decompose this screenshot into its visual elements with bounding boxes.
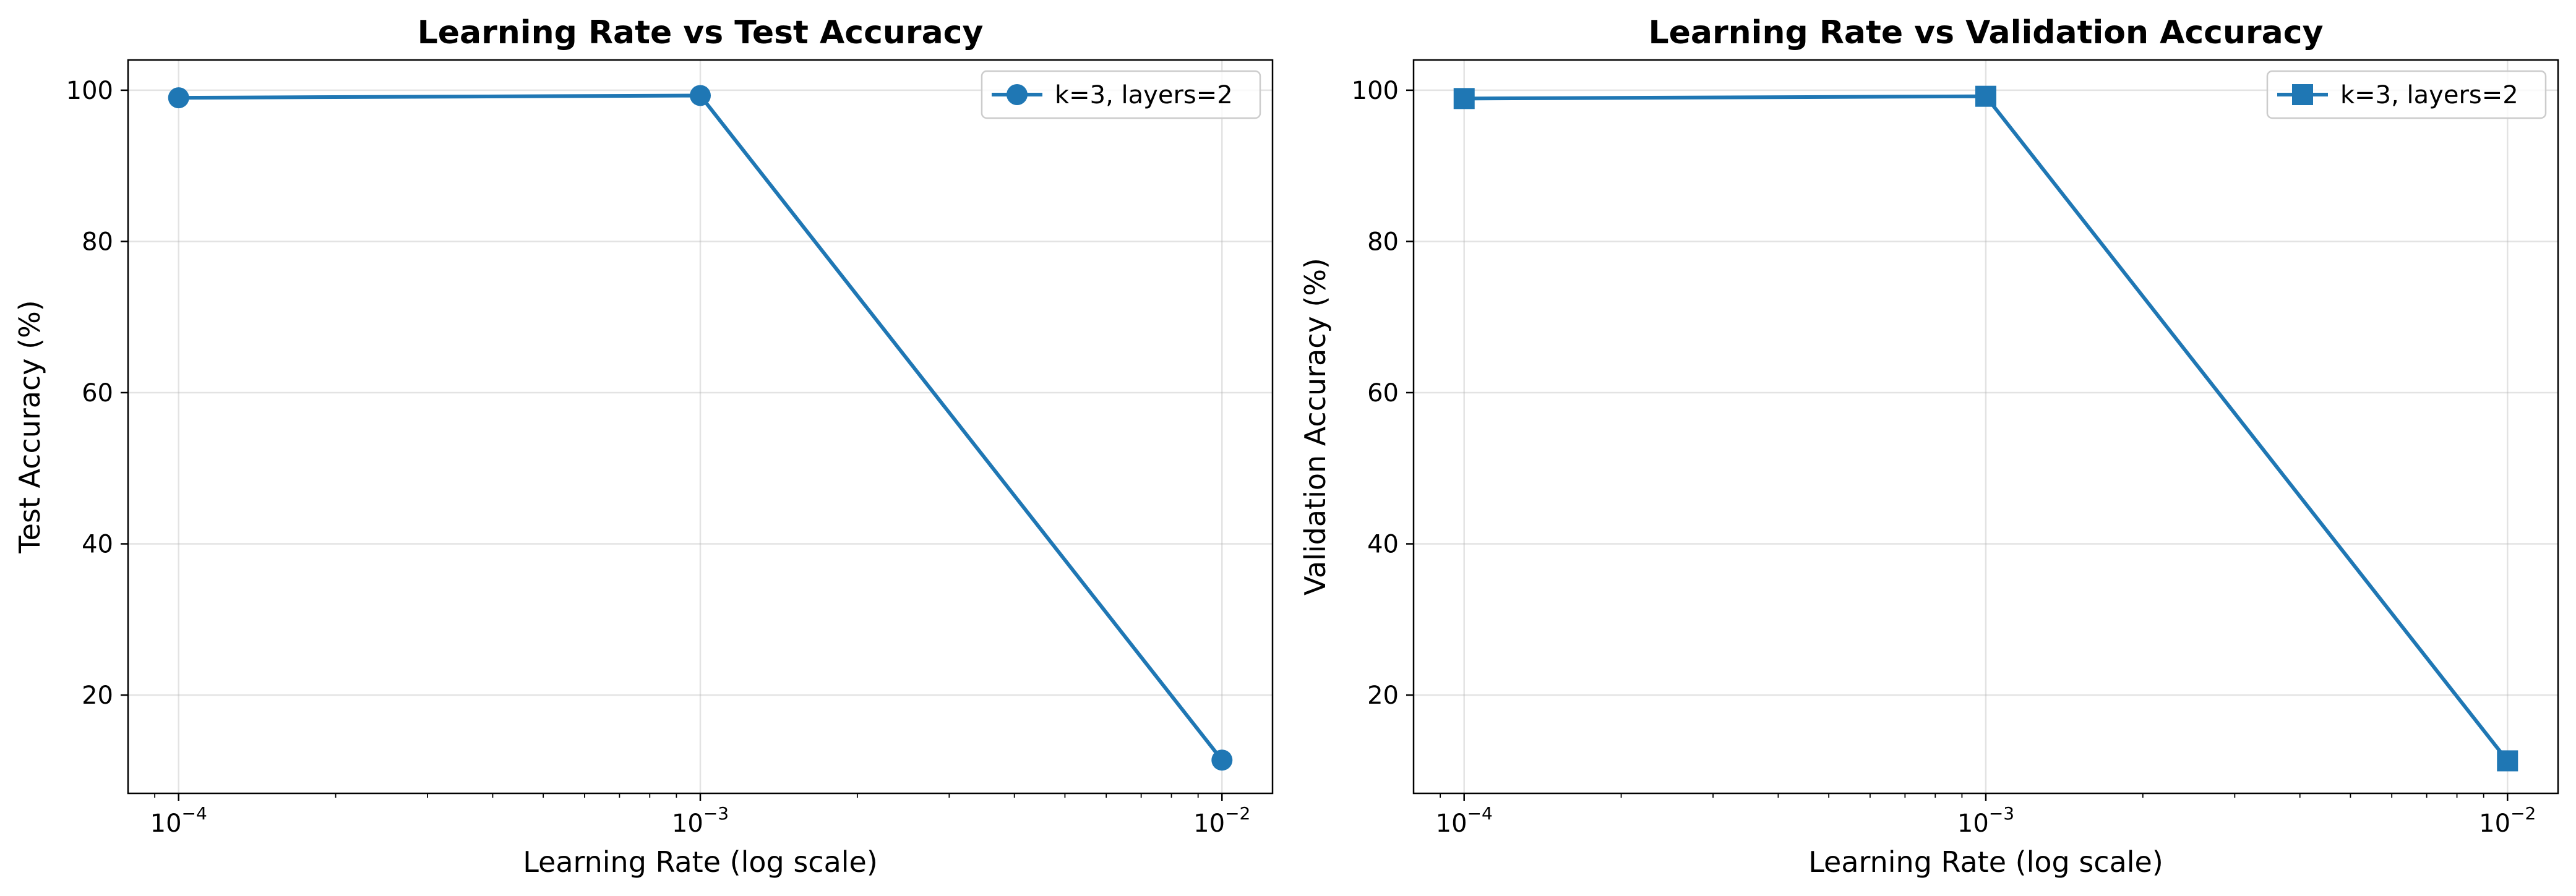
y-tick-label: 100: [66, 77, 113, 105]
data-point: [690, 85, 711, 106]
y-tick-label: 80: [1367, 228, 1399, 256]
x-axis-label: Learning Rate (log scale): [523, 845, 878, 879]
x-tick-label: 10−4: [150, 803, 207, 838]
y-axis-label: Validation Accuracy (%): [1299, 258, 1332, 595]
major-ticks: [1406, 89, 2509, 801]
y-tick-label: 20: [1367, 681, 1399, 710]
x-axis-label: Learning Rate (log scale): [1808, 845, 2163, 879]
series: [1453, 85, 2518, 772]
x-tick-label: 10−3: [1957, 803, 2014, 838]
x-tick-labels: 10−4 10−3 10−2: [150, 803, 1251, 838]
axes-frame: [1412, 59, 2559, 795]
y-tick-labels: 20 40 60 80 100: [1352, 77, 1399, 710]
major-ticks: [121, 89, 1223, 801]
data-point: [2497, 750, 2518, 772]
data-point: [168, 87, 189, 109]
y-tick-label: 60: [1367, 379, 1399, 407]
test-accuracy-chart: 20 40 60 80 100 10−4 10−3 10−2 Learning Rate v…: [13, 14, 1274, 879]
x-tick-label: 10−2: [2479, 803, 2536, 838]
validation-accuracy-chart: 20 40 60 80 100 10−4 10−3 10−2 Learning Rate v…: [1299, 14, 2559, 879]
legend-box: [981, 70, 1261, 119]
y-axis-label: Test Accuracy (%): [13, 300, 46, 553]
grid: [128, 60, 1273, 793]
x-tick-label: 10−4: [1436, 803, 1493, 838]
x-tick-labels: 10−4 10−3 10−2: [1436, 803, 2536, 838]
plot-area-background: [128, 60, 1273, 793]
legend: k=3, layers=2: [2266, 70, 2547, 119]
y-tick-label: 100: [1352, 77, 1399, 105]
legend-label: k=3, layers=2: [1055, 81, 1233, 109]
y-tick-label: 40: [1367, 531, 1399, 559]
legend: k=3, layers=2: [981, 70, 1261, 119]
legend-marker: [2292, 84, 2313, 105]
data-point: [1211, 749, 1233, 771]
x-tick-label: 10−2: [1193, 803, 1250, 838]
legend-box: [2266, 70, 2547, 119]
y-tick-label: 20: [82, 681, 113, 710]
y-tick-label: 80: [82, 228, 113, 256]
legend-label: k=3, layers=2: [2340, 81, 2518, 109]
x-tick-label: 10−3: [672, 803, 729, 838]
y-tick-labels: 20 40 60 80 100: [66, 77, 113, 710]
y-tick-label: 60: [82, 379, 113, 407]
chart-title: Learning Rate vs Validation Accuracy: [1649, 14, 2324, 51]
plot-area-background: [1414, 60, 2558, 793]
grid: [1414, 60, 2558, 793]
legend-marker: [1007, 84, 1028, 105]
chart-title: Learning Rate vs Test Accuracy: [418, 14, 984, 51]
data-point: [1975, 85, 1996, 107]
axes-frame: [127, 59, 1274, 795]
y-tick-label: 40: [82, 531, 113, 559]
data-point: [1453, 88, 1475, 109]
series: [168, 85, 1233, 771]
